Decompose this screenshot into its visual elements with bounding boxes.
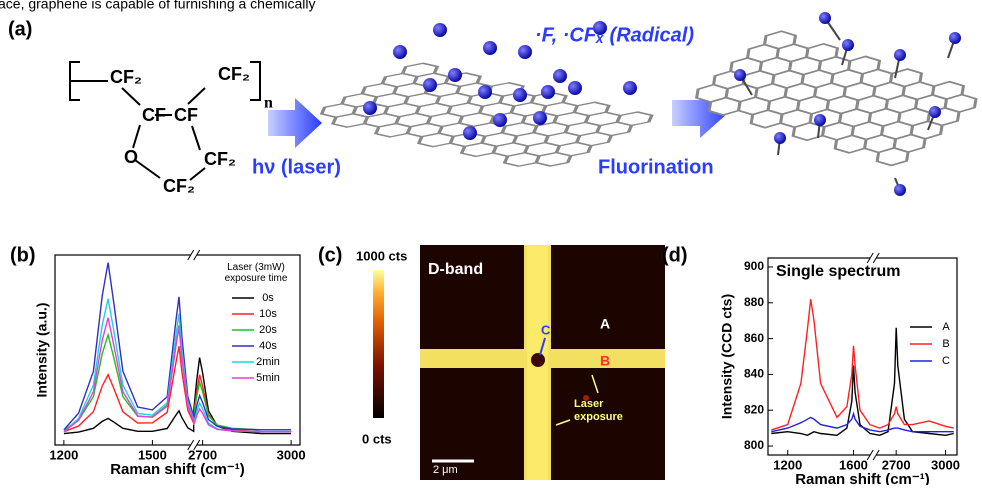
formula-text: CF — [142, 105, 166, 125]
atom — [393, 45, 407, 59]
atom — [949, 32, 961, 44]
atom — [433, 23, 447, 37]
formula-text: CF₂ — [204, 149, 236, 169]
y-tick-label: 900 — [744, 259, 764, 273]
axis-break — [870, 253, 876, 263]
atom — [478, 85, 492, 99]
raman-map — [420, 245, 665, 480]
point-label: A — [600, 316, 610, 332]
legend-label: C — [942, 355, 950, 367]
radical-label: ·F, ·CFₓ (Radical) — [535, 24, 694, 46]
atom — [541, 85, 555, 99]
legend-label: 0s — [262, 292, 274, 304]
annotation-box: Laser exposure — [574, 398, 644, 432]
panel-label: (a) — [8, 18, 32, 40]
legend-title-box: Laser (3mW) exposure time — [212, 262, 300, 290]
x-axis-label: Raman shift (cm⁻¹) — [795, 471, 930, 485]
atom — [814, 114, 826, 126]
y-tick-label: 860 — [744, 331, 764, 345]
panel-label: (d) — [662, 244, 688, 266]
atom — [842, 39, 854, 51]
colorbar-label: 0 cts — [362, 431, 392, 446]
x-tick-label: 3000 — [931, 457, 960, 472]
plot-frame — [768, 258, 957, 455]
legend-label: B — [942, 338, 949, 350]
axis-break — [870, 450, 876, 460]
atom — [894, 184, 906, 196]
atom — [623, 81, 637, 95]
point-label: C — [541, 322, 551, 337]
colorbar-label: 1000 cts — [356, 248, 407, 263]
atom — [463, 126, 477, 140]
legend-title: Laser (3mW) exposure time — [212, 262, 300, 284]
formula-text: CF₂ — [163, 176, 195, 196]
series-line — [771, 299, 953, 430]
atom — [894, 49, 906, 61]
x-tick-label: 3000 — [277, 447, 306, 462]
atom — [593, 21, 607, 35]
atom — [774, 132, 786, 144]
legend-label: A — [942, 321, 950, 333]
atom — [553, 69, 567, 83]
atom — [513, 88, 527, 102]
atom — [929, 106, 941, 118]
y-tick-label: 840 — [744, 367, 764, 381]
legend-label: 40s — [259, 340, 277, 352]
atom — [518, 45, 532, 59]
x-axis-label: Raman shift (cm⁻¹) — [110, 461, 245, 478]
point-label: B — [600, 353, 610, 369]
graphene-sheet — [681, 29, 982, 167]
caption-fragment: ace, graphene is capable of furnishing a… — [0, 0, 316, 12]
legend-label: 20s — [259, 324, 277, 336]
atom — [363, 101, 377, 115]
panel-label: (c) — [318, 244, 342, 266]
colorbar — [373, 270, 384, 418]
legend-label: 10s — [259, 308, 277, 320]
y-axis-label: Intensity (CCD cts) — [719, 294, 735, 419]
atom — [493, 113, 507, 127]
atom — [423, 78, 437, 92]
atom — [819, 12, 831, 24]
atom — [483, 41, 497, 55]
y-tick-label: 820 — [744, 402, 764, 416]
arrow — [268, 98, 322, 148]
y-tick-label: 800 — [744, 438, 764, 452]
y-axis-label: Intensity (a.u.) — [34, 303, 50, 398]
atom — [568, 81, 582, 95]
figure: ace, graphene is capable of furnishing a… — [0, 0, 982, 485]
atom — [448, 68, 462, 82]
repeat-index: n — [264, 95, 273, 112]
series-line — [771, 414, 953, 432]
formula-text: CF — [174, 105, 198, 125]
chart-title: Single spectrum — [776, 263, 900, 280]
scale-bar-label: 2 μm — [433, 464, 458, 476]
laser-label: hν (laser) — [252, 156, 341, 178]
x-tick-label: 1200 — [49, 447, 78, 462]
map-title: D-band — [428, 261, 483, 278]
atom — [533, 111, 547, 125]
axis-break — [191, 250, 197, 260]
legend-label: 5min — [256, 372, 280, 384]
y-tick-label: 880 — [744, 295, 764, 309]
annotation: Laser exposure — [574, 398, 644, 424]
formula-text: O — [124, 147, 138, 167]
formula-text: CF₂ — [110, 67, 142, 87]
formula-text: CF₂ — [218, 64, 250, 84]
legend-label: 2min — [256, 356, 280, 368]
panel-label: (b) — [10, 244, 36, 266]
fluorination-label: Fluorination — [598, 156, 714, 178]
atom — [734, 69, 746, 81]
